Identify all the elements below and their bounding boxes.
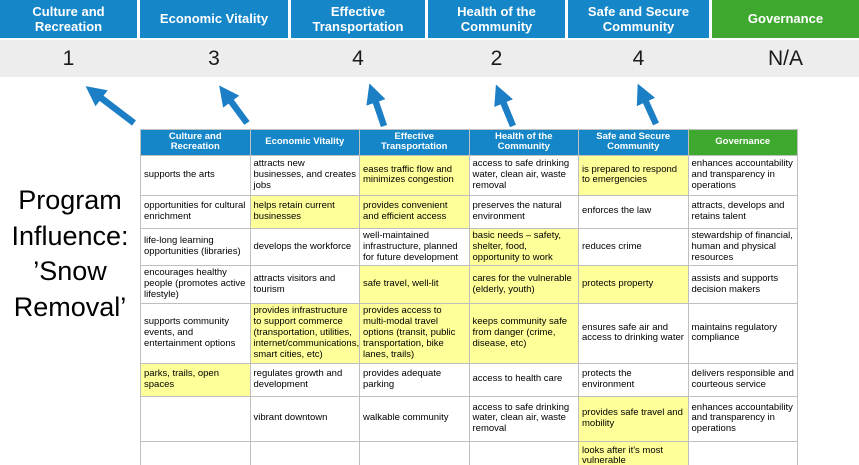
score-row: 1 3 4 2 4 N/A bbox=[0, 40, 859, 77]
table-header-cell: Health of the Community bbox=[468, 129, 579, 156]
table-cell: develops the workforce bbox=[249, 227, 360, 267]
table-cell: maintains regulatory compliance bbox=[687, 302, 798, 364]
table-row: life-long learning opportunities (librar… bbox=[140, 227, 798, 267]
table-cell: provides safe travel and mobility bbox=[578, 395, 689, 442]
score-governance: N/A bbox=[767, 46, 803, 70]
table-header-cell: Effective Transportation bbox=[359, 129, 470, 156]
table-cell bbox=[468, 440, 579, 465]
table-cell: access to health care bbox=[468, 362, 579, 397]
pillar-effective-transportation: Effective Transportation bbox=[291, 0, 425, 38]
table-cell: basic needs – safety, shelter, food, opp… bbox=[468, 227, 579, 267]
table-cell: regulates growth and development bbox=[249, 362, 360, 397]
table-cell: walkable community bbox=[359, 395, 470, 442]
table-header-cell: Safe and Secure Community bbox=[578, 129, 689, 156]
table-cell: supports the arts bbox=[140, 154, 251, 196]
table-cell: protects property bbox=[578, 265, 689, 304]
table-cell: protects the environment bbox=[578, 362, 689, 397]
table-cell: enforces the law bbox=[578, 194, 689, 229]
table-cell bbox=[359, 440, 470, 465]
table-cell: encourages healthy people (promotes acti… bbox=[140, 265, 251, 304]
score-culture-and-recreation: 1 bbox=[62, 46, 75, 70]
score-arrow-3 bbox=[366, 83, 388, 128]
table-row: vibrant downtown walkable community access… bbox=[140, 395, 798, 442]
table-cell: provides convenient and efficient access bbox=[359, 194, 470, 229]
table-row: opportunities for cultural enrichment hel… bbox=[140, 194, 798, 229]
score-economic-vitality: 3 bbox=[208, 46, 220, 70]
table-cell: helps retain current businesses bbox=[249, 194, 360, 229]
table-header-cell: Economic Vitality bbox=[249, 129, 360, 156]
pillar-header-row: Culture and Recreation Economic Vitality… bbox=[0, 0, 859, 38]
table-cell bbox=[687, 440, 798, 465]
table-cell: enhances accountability and transparency… bbox=[687, 154, 798, 196]
table-cell: looks after it's most vulnerable bbox=[578, 440, 689, 465]
table-row: looks after it's most vulnerable bbox=[140, 440, 798, 465]
table-row: supports community events, and entertain… bbox=[140, 302, 798, 364]
table-cell: life-long learning opportunities (librar… bbox=[140, 227, 251, 267]
table-cell: cares for the vulnerable (elderly, youth… bbox=[468, 265, 579, 304]
table-cell: supports community events, and entertain… bbox=[140, 302, 251, 364]
influence-table: Culture and Recreation Economic Vitality E… bbox=[140, 129, 798, 465]
table-cell bbox=[249, 440, 360, 465]
table-cell: well-maintained infrastructure, planned … bbox=[359, 227, 470, 267]
table-row: supports the arts attracts new businesses… bbox=[140, 154, 798, 196]
influence-matrix: Culture and Recreation Economic Vitality E… bbox=[140, 129, 798, 465]
table-cell: is prepared to respond to emergencies bbox=[578, 154, 689, 196]
pillar-health-of-the-community: Health of the Community bbox=[428, 0, 565, 38]
score-effective-transportation: 4 bbox=[352, 46, 364, 70]
table-cell: provides access to multi-modal travel op… bbox=[359, 302, 470, 364]
table-cell: vibrant downtown bbox=[249, 395, 360, 442]
table-cell: attracts visitors and tourism bbox=[249, 265, 360, 304]
table-cell: assists and supports decision makers bbox=[687, 265, 798, 304]
table-cell: access to safe drinking water, clean air… bbox=[468, 395, 579, 442]
pillar-culture-and-recreation: Culture and Recreation bbox=[0, 0, 137, 38]
pillar-governance: Governance bbox=[712, 0, 859, 38]
table-cell: delivers responsible and courteous servi… bbox=[687, 362, 798, 397]
table-cell: reduces crime bbox=[578, 227, 689, 267]
pillar-economic-vitality: Economic Vitality bbox=[140, 0, 288, 38]
score-arrow-2 bbox=[219, 85, 250, 125]
table-cell bbox=[140, 440, 251, 465]
table-cell: attracts, develops and retains talent bbox=[687, 194, 798, 229]
score-safe-and-secure-community: 4 bbox=[632, 46, 645, 70]
table-cell: enhances accountability and transparency… bbox=[687, 395, 798, 442]
table-header-cell: Governance bbox=[687, 129, 798, 156]
table-cell: preserves the natural environment bbox=[468, 194, 579, 229]
table-cell: provides adequate parking bbox=[359, 362, 470, 397]
table-cell: provides infrastructure to support comme… bbox=[249, 302, 360, 364]
table-row: encourages healthy people (promotes acti… bbox=[140, 265, 798, 304]
table-cell bbox=[140, 395, 251, 442]
table-cell: eases traffic flow and minimizes congest… bbox=[359, 154, 470, 196]
pillar-safe-and-secure-community: Safe and Secure Community bbox=[568, 0, 709, 38]
table-cell: opportunities for cultural enrichment bbox=[140, 194, 251, 229]
table-cell: ensures safe air and access to drinking … bbox=[578, 302, 689, 364]
table-cell: access to safe drinking water, clean air… bbox=[468, 154, 579, 196]
score-arrow-5 bbox=[636, 83, 659, 126]
table-cell: stewardship of financial, human and phys… bbox=[687, 227, 798, 267]
score-arrow-4 bbox=[494, 84, 517, 128]
table-row: parks, trails, open spaces regulates grow… bbox=[140, 362, 798, 397]
table-cell: parks, trails, open spaces bbox=[140, 362, 251, 397]
table-cell: safe travel, well-lit bbox=[359, 265, 470, 304]
program-influence-label: Program Influence: ’Snow Removal’ bbox=[11, 185, 129, 322]
table-cell: keeps community safe from danger (crime,… bbox=[468, 302, 579, 364]
table-cell: attracts new businesses, and creates job… bbox=[249, 154, 360, 196]
score-arrow-1 bbox=[85, 86, 136, 126]
table-header-cell: Culture and Recreation bbox=[140, 129, 251, 156]
score-health-of-the-community: 2 bbox=[490, 46, 503, 70]
